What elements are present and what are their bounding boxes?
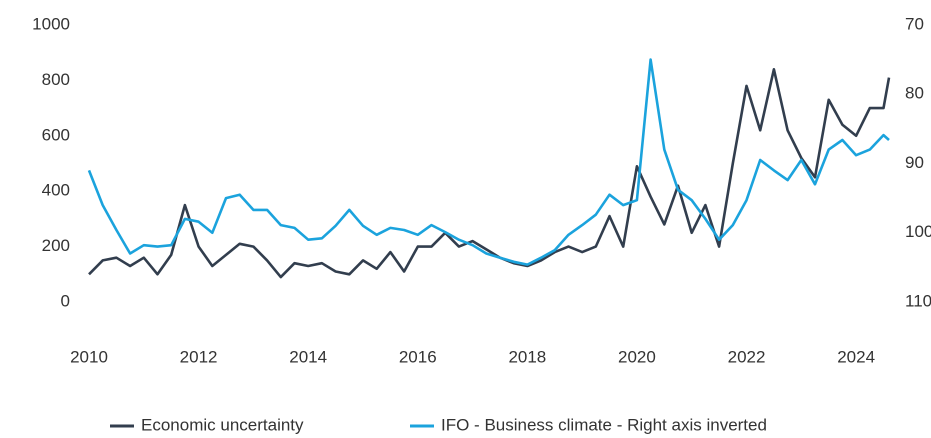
y-tick-label: 1000 xyxy=(32,14,70,33)
y2-tick-label: 70 xyxy=(905,14,924,33)
series-line xyxy=(88,68,891,279)
series-line xyxy=(87,58,890,266)
x-tick-label: 2012 xyxy=(180,347,218,366)
y-tick-label: 400 xyxy=(42,181,70,200)
x-tick-label: 2010 xyxy=(70,347,108,366)
x-tick-label: 2014 xyxy=(289,347,327,366)
y2-tick-label: 110 xyxy=(905,291,931,310)
x-tick-label: 2016 xyxy=(399,347,437,366)
y-tick-label: 600 xyxy=(42,125,70,144)
legend-label: IFO - Business climate - Right axis inve… xyxy=(441,415,767,434)
y2-tick-label: 100 xyxy=(905,222,931,241)
y-tick-label: 800 xyxy=(42,70,70,89)
y-tick-label: 200 xyxy=(42,236,70,255)
legend-label: Economic uncertainty xyxy=(141,415,304,434)
x-tick-label: 2020 xyxy=(618,347,656,366)
y-tick-label: 0 xyxy=(61,291,70,310)
x-tick-label: 2024 xyxy=(837,347,875,366)
x-tick-label: 2018 xyxy=(508,347,546,366)
x-tick-label: 2022 xyxy=(728,347,766,366)
y2-tick-label: 90 xyxy=(905,153,924,172)
y2-tick-label: 80 xyxy=(905,84,924,103)
